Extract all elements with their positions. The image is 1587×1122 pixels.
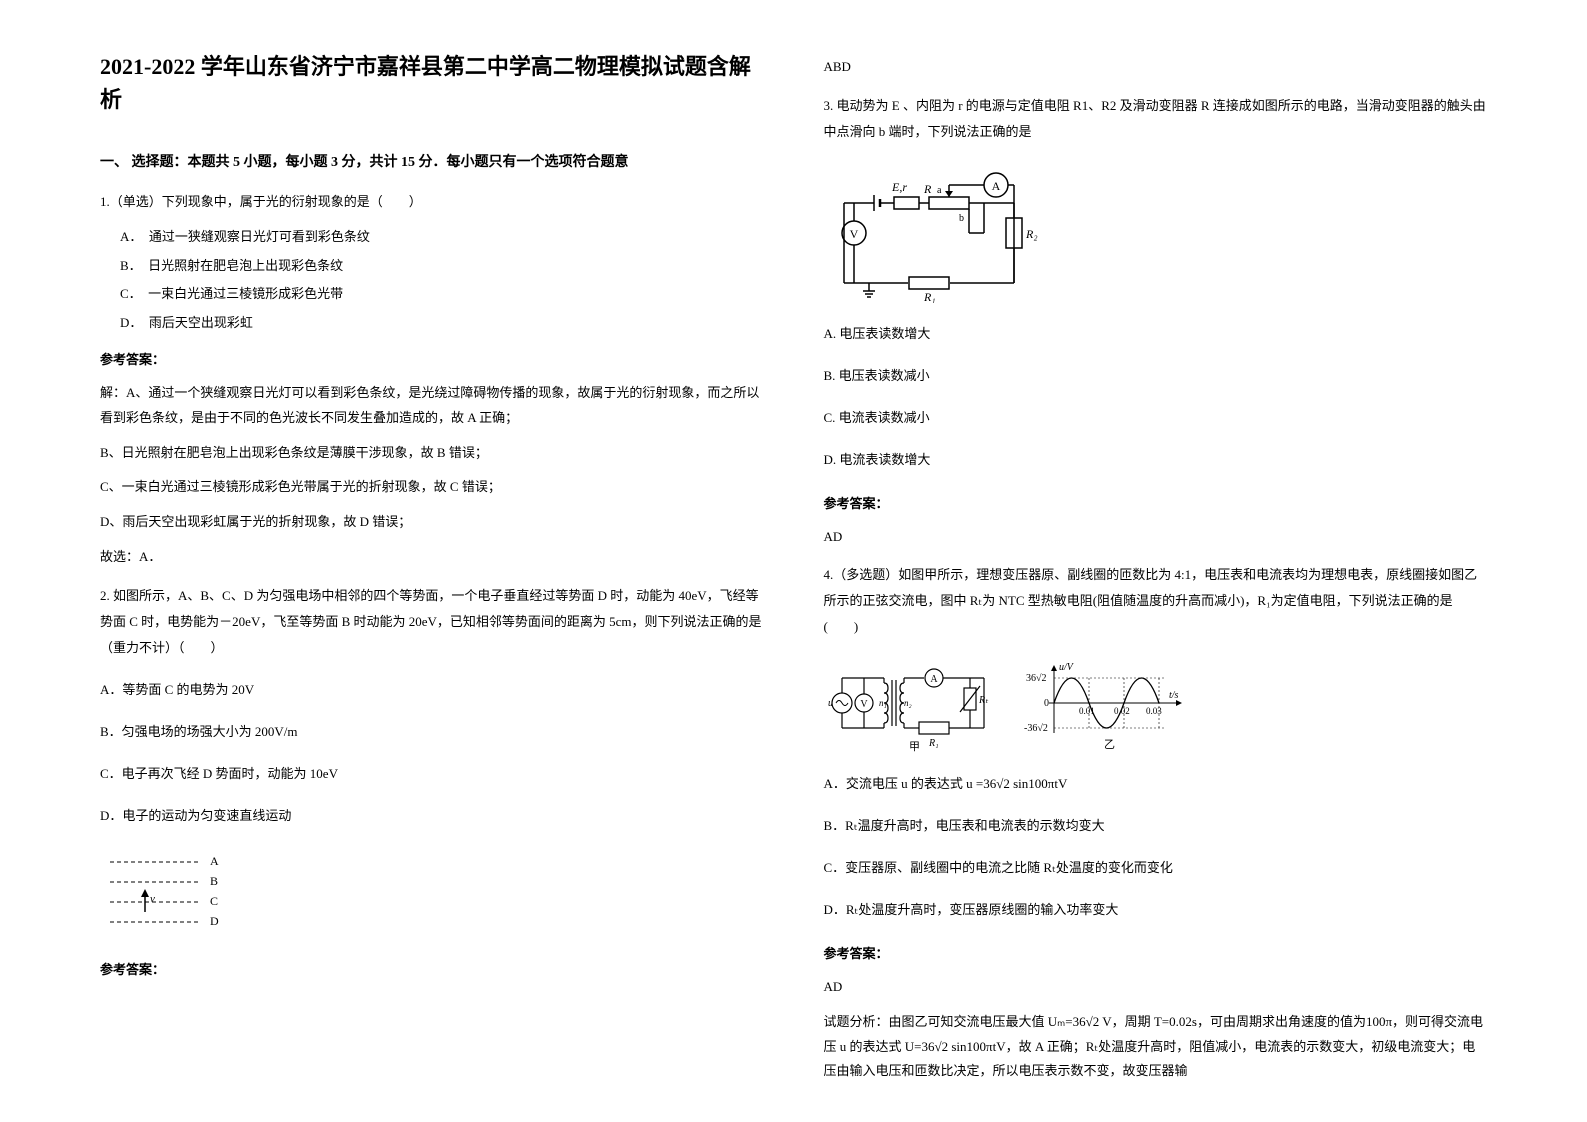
page-title: 2021-2022 学年山东省济宁市嘉祥县第二中学高二物理模拟试题含解析 xyxy=(100,50,764,116)
q4-option-b: B．Rₜ温度升高时，电压表和电流表的示数均变大 xyxy=(824,813,1488,839)
q4-option-c: C．变压器原、副线圈中的电流之比随 Rₜ处温度的变化而变化 xyxy=(824,855,1488,881)
q4-x3: 0.03 xyxy=(1146,706,1162,716)
q2-label-c: C xyxy=(210,894,218,908)
q1-answer-label: 参考答案： xyxy=(100,349,764,368)
q3-option-a: A. 电压表读数增大 xyxy=(824,321,1488,347)
q4-option-a: A．交流电压 u 的表达式 u =36√2 sin100πtV xyxy=(824,771,1488,797)
q3-r2-label: R₂ xyxy=(1025,227,1038,241)
q1-explain-5: 故选：A． xyxy=(100,545,764,570)
q4-x1: 0.01 xyxy=(1079,706,1095,716)
q4-answer-label: 参考答案： xyxy=(824,943,1488,962)
q2-diagram: A B C D v xyxy=(100,847,764,937)
q4-waveform: u/V t/s 36√2 0 -36√2 0.01 0.02 0.03 乙 xyxy=(1024,658,1194,753)
right-column: ABD 3. 电动势为 E 、内阻为 r 的电源与定值电阻 R1、R2 及滑动变… xyxy=(824,50,1488,1072)
q4-n1-label: n₁ xyxy=(879,698,887,708)
left-column: 2021-2022 学年山东省济宁市嘉祥县第二中学高二物理模拟试题含解析 一、 … xyxy=(100,50,764,1072)
q3-r1-label: R₁ xyxy=(923,290,936,303)
q1-stem: 1.（单选）下列现象中，属于光的衍射现象的是（ ） xyxy=(100,189,764,215)
q4-yi-label: 乙 xyxy=(1104,738,1115,751)
q4-stem: 4.（多选题）如图甲所示，理想变压器原、副线圈的匝数比为 4:1，电压表和电流表… xyxy=(824,562,1488,640)
q1-option-d: D． 雨后天空出现彩虹 xyxy=(120,309,764,338)
q2-label-v: v xyxy=(150,893,155,905)
q3-er-label: E,r xyxy=(891,180,907,194)
q3-circuit-diagram: V E,r R a b A xyxy=(824,163,1488,303)
q3-stem: 3. 电动势为 E 、内阻为 r 的电源与定值电阻 R1、R2 及滑动变阻器 R… xyxy=(824,93,1488,145)
q3-a-label: a xyxy=(937,185,942,196)
q4-a-label: A xyxy=(930,674,938,685)
q3-answer-label: 参考答案： xyxy=(824,493,1488,512)
q1-option-c: C． 一束白光通过三棱镜形成彩色光带 xyxy=(120,280,764,309)
q4-n2-label: n₂ xyxy=(904,698,912,708)
q3-option-b: B. 电压表读数减小 xyxy=(824,363,1488,389)
q2-answer-label: 参考答案： xyxy=(100,959,764,978)
q4-answer: AD xyxy=(824,975,1488,1000)
q4-y0: 0 xyxy=(1044,698,1049,709)
q4-explain: 试题分析：由图乙可知交流电压最大值 Uₘ=36√2 V，周期 T=0.02s，可… xyxy=(824,1010,1488,1084)
q2-label-d: D xyxy=(210,914,219,928)
q2-stem: 2. 如图所示，A、B、C、D 为匀强电场中相邻的四个等势面，一个电子垂直经过等… xyxy=(100,583,764,661)
q2-label-b: B xyxy=(210,874,218,888)
q3-option-c: C. 电流表读数减小 xyxy=(824,405,1488,431)
q2-option-c: C．电子再次飞经 D 势面时，动能为 10eV xyxy=(100,761,764,787)
q4-axis-u: u/V xyxy=(1059,662,1075,673)
q1-explain-3: C、一束白光通过三棱镜形成彩色光带属于光的折射现象，故 C 错误； xyxy=(100,475,764,500)
q2-option-a: A．等势面 C 的电势为 20V xyxy=(100,677,764,703)
q3-b-label: b xyxy=(959,213,964,224)
q1-option-b: B． 日光照射在肥皂泡上出现彩色条纹 xyxy=(120,252,764,281)
q4-u-label: u xyxy=(828,698,833,709)
q2-option-d: D．电子的运动为匀变速直线运动 xyxy=(100,803,764,829)
q4-v-label: V xyxy=(860,699,868,710)
section-header: 一、 选择题：本题共 5 小题，每小题 3 分，共计 15 分．每小题只有一个选… xyxy=(100,151,764,171)
q1-option-a: A． 通过一狭缝观察日光灯可看到彩色条纹 xyxy=(120,223,764,252)
q1-explain-4: D、雨后天空出现彩虹属于光的折射现象，故 D 错误； xyxy=(100,510,764,535)
q4-y1: 36√2 xyxy=(1026,673,1047,684)
q4-ym: -36√2 xyxy=(1024,723,1048,734)
q2-option-b: B．匀强电场的场强大小为 200V/m xyxy=(100,719,764,745)
q4-circuit: u V n₁ n₂ A xyxy=(824,658,1004,753)
q4-diagram: u V n₁ n₂ A xyxy=(824,658,1488,753)
q4-jia-label: 甲 xyxy=(909,741,920,753)
q2-label-a: A xyxy=(210,854,219,868)
q4-x2: 0.02 xyxy=(1114,706,1130,716)
q4-option-d: D．Rₜ处温度升高时，变压器原线圈的输入功率变大 xyxy=(824,897,1488,923)
q3-voltmeter-label: V xyxy=(849,227,858,241)
q1-explain-1: 解：A、通过一个狭缝观察日光灯可以看到彩色条纹，是光绕过障碍物传播的现象，故属于… xyxy=(100,381,764,430)
q1-explain-2: B、日光照射在肥皂泡上出现彩色条纹是薄膜干涉现象，故 B 错误； xyxy=(100,441,764,466)
q3-r-label: R xyxy=(923,182,932,196)
q3-ammeter-label: A xyxy=(991,179,1000,193)
q4-axis-t: t/s xyxy=(1169,690,1179,701)
q3-option-d: D. 电流表读数增大 xyxy=(824,447,1488,473)
q2-answer: ABD xyxy=(824,55,1488,80)
q4-r1-label: R₁ xyxy=(928,738,939,749)
q3-answer: AD xyxy=(824,525,1488,550)
